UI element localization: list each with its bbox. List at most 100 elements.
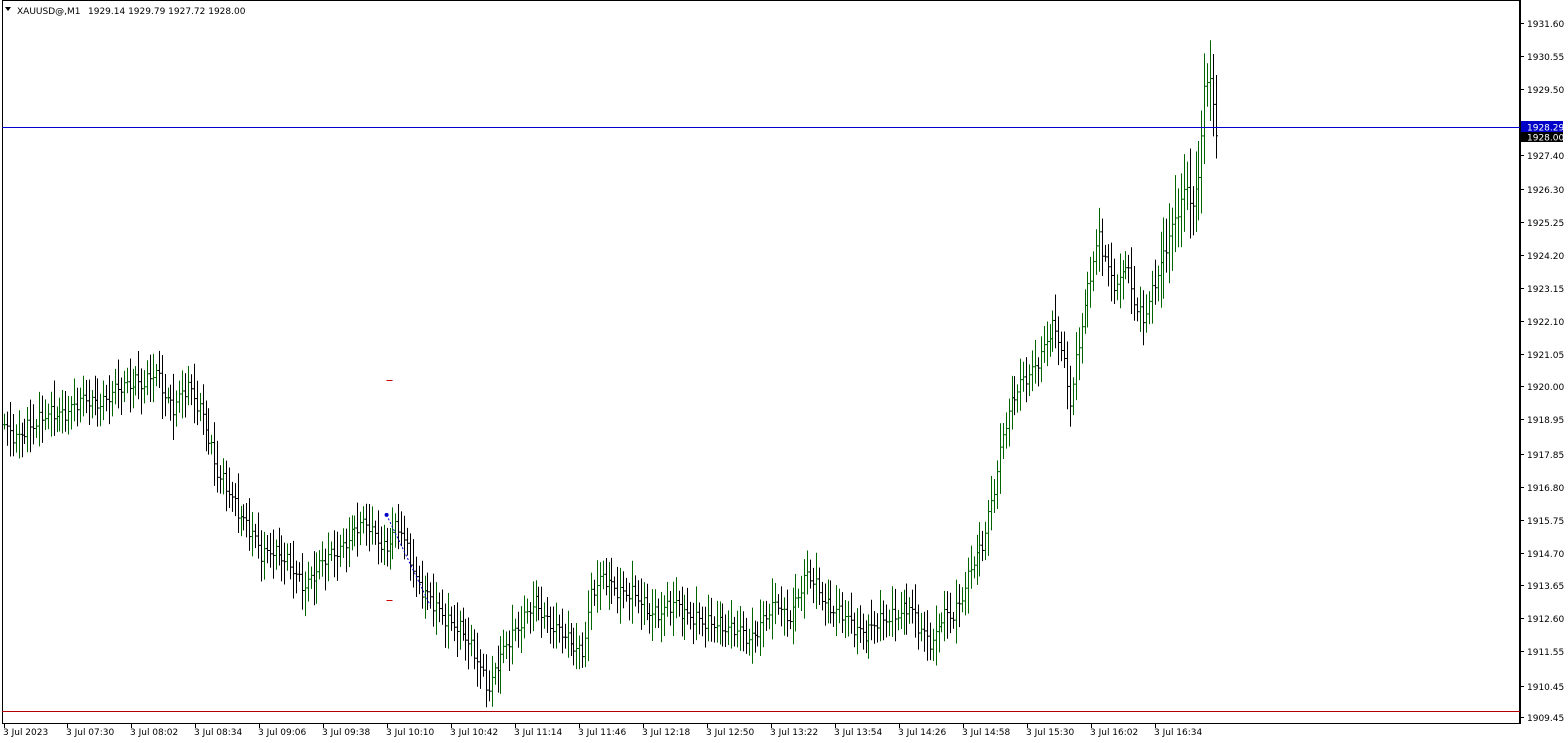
price-bar [377, 510, 380, 565]
price-bar [207, 408, 210, 455]
price-bar [117, 359, 120, 409]
price-bar [900, 591, 903, 630]
price-bar [362, 506, 365, 534]
price-bar [520, 606, 523, 654]
price-bar [794, 573, 797, 632]
price-bar [940, 612, 943, 633]
price-bar [818, 567, 821, 606]
price-bar [345, 528, 348, 573]
price-bar [643, 582, 646, 625]
price-bar [196, 380, 199, 426]
x-tick-label: 3 Jul 14:26 [898, 728, 947, 738]
price-bar [400, 511, 403, 547]
price-bar [260, 530, 263, 582]
trend-line[interactable] [386, 514, 431, 606]
price-bar [532, 581, 535, 632]
price-bar [555, 602, 558, 649]
price-bar [1197, 140, 1200, 221]
price-bar [651, 589, 654, 641]
price-bar [251, 511, 254, 557]
price-bar [838, 588, 841, 624]
price-bar [149, 354, 152, 403]
price-bar [371, 506, 374, 545]
price-bar [546, 597, 549, 634]
trend-anchor-icon[interactable] [384, 512, 389, 517]
price-bar [424, 575, 427, 619]
price-bar [978, 522, 981, 577]
price-bar [459, 610, 462, 650]
price-bar [1180, 173, 1183, 248]
price-bar [324, 548, 327, 591]
price-bar [193, 363, 196, 424]
price-bar [283, 542, 286, 585]
price-bar [353, 515, 356, 547]
collapse-triangle-icon[interactable] [5, 7, 11, 11]
price-bar [126, 367, 129, 394]
price-bar [646, 583, 649, 621]
price-bar [613, 576, 616, 596]
price-bar [990, 475, 993, 531]
price-bar [824, 583, 827, 626]
price-bar [832, 605, 835, 627]
price-bar [210, 434, 213, 455]
price-bar [903, 589, 906, 635]
x-tick-label: 3 Jul 16:34 [1154, 728, 1203, 738]
y-tick-label: 1925.25 [1527, 219, 1564, 229]
price-bar [164, 374, 167, 417]
price-bar [602, 560, 605, 590]
price-bar [301, 553, 304, 610]
price-bar [730, 600, 733, 649]
price-bar [3, 413, 6, 430]
price-bar [958, 584, 961, 628]
price-bar [736, 610, 739, 648]
price-bar [9, 402, 12, 457]
price-bar [505, 631, 508, 659]
price-bar [1072, 377, 1075, 416]
price-bar [1057, 316, 1060, 366]
price-bar [120, 377, 123, 416]
price-bar [12, 413, 15, 457]
price-bar [231, 481, 234, 512]
price-bar [248, 498, 251, 551]
price-bar [774, 583, 777, 625]
price-bar [1013, 376, 1016, 416]
price-bar [432, 573, 435, 627]
x-tick-label: 3 Jul 11:14 [514, 728, 563, 738]
price-bar [330, 541, 333, 561]
price-bar [713, 616, 716, 643]
price-bar [383, 524, 386, 565]
price-bar [1142, 290, 1145, 346]
price-bar [386, 527, 389, 567]
price-bar [479, 649, 482, 689]
price-bar [698, 602, 701, 635]
price-bar [719, 601, 722, 645]
price-bar [67, 395, 70, 435]
chart-objects[interactable] [384, 380, 431, 606]
price-bar [102, 380, 105, 421]
price-bar [508, 630, 511, 672]
price-bar [1113, 258, 1116, 304]
price-bar [187, 365, 190, 406]
x-tick-label: 3 Jul 15:30 [1026, 728, 1075, 738]
price-bar [862, 613, 865, 650]
price-bar [1160, 231, 1163, 308]
price-bar [1051, 310, 1054, 352]
price-bar [1086, 271, 1089, 328]
price-bar [654, 589, 657, 629]
price-bar [1200, 110, 1203, 214]
price-bar [172, 373, 175, 440]
price-bar [754, 620, 757, 653]
price-bar [835, 585, 838, 637]
price-bar [768, 603, 771, 630]
price-bar [523, 595, 526, 639]
y-tick-label: 1929.50 [1527, 86, 1564, 96]
price-bar [61, 390, 64, 434]
price-bar [970, 545, 973, 589]
price-bar [295, 560, 298, 594]
last-label-text: 1928.00 [1527, 134, 1564, 144]
price-bar [1046, 321, 1049, 367]
price-bar [756, 621, 759, 647]
price-bar [561, 608, 564, 654]
